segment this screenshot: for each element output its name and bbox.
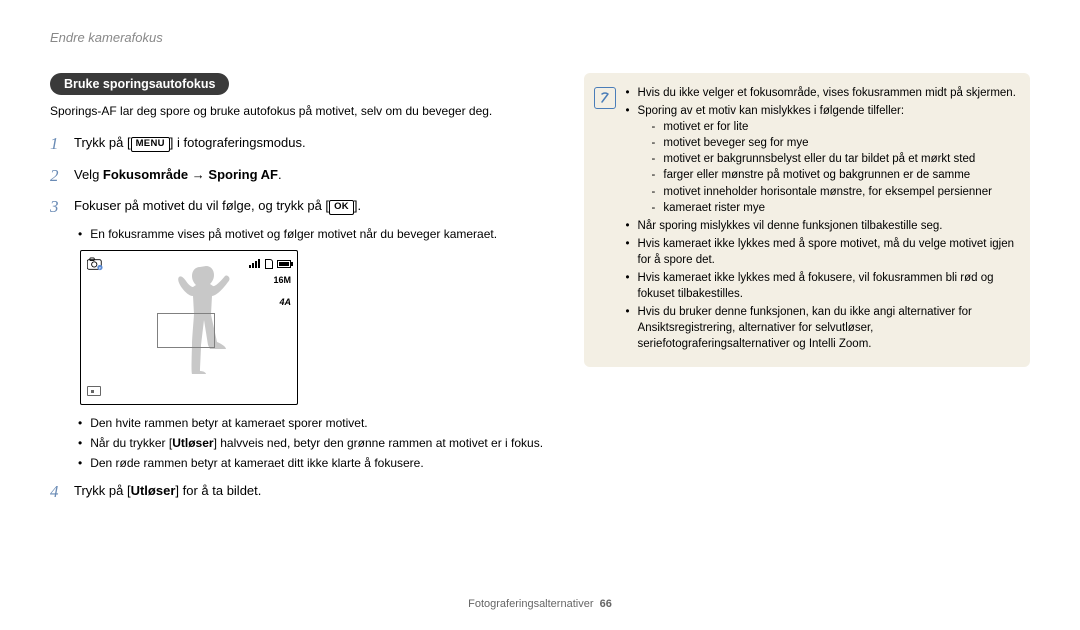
arrow: → [188,167,208,182]
step-text-bold: Sporing AF [208,167,278,182]
resolution-label: 16M [273,275,291,285]
tracking-frame [157,313,215,348]
info-item: Sporing av et motiv kan mislykkes i følg… [626,103,1017,216]
info-subitem: motivet inneholder horisontale mønstre, … [652,184,992,200]
info-item: Hvis kameraet ikke lykkes med å fokusere… [626,270,1017,302]
post-bullet-1: Den hvite rammen betyr at kameraet spore… [78,415,544,431]
step-text: ]. [354,198,361,213]
step-text-bold: Utløser [131,483,176,498]
section-title-pill: Bruke sporingsautofokus [50,73,229,95]
step-text: Fokuser på motivet du vil følge, og tryk… [74,198,329,213]
info-sublist: motivet er for litemotivet beveger seg f… [652,119,992,216]
step-number: 3 [50,194,74,220]
camera-mode-icon: P [87,257,105,271]
info-subitem: farger eller mønstre på motivet og bakgr… [652,167,992,183]
signal-bars-icon [249,257,261,271]
info-subitem: motivet er bakgrunnsbelyst eller du tar … [652,151,992,167]
page-header: Endre kamerafokus [50,30,1030,45]
info-list: Hvis du ikke velger et fokusområde, vise… [626,85,1017,355]
battery-icon [277,260,291,268]
info-item: Hvis du ikke velger et fokusområde, vise… [626,85,1017,101]
step-text-bold: Fokusområde [103,167,188,182]
step-2: 2 Velg Fokusområde → Sporing AF. [50,163,544,189]
step-1: 1 Trykk på [MENU] i fotograferingsmodus. [50,131,544,157]
info-item: Når sporing mislykkes vil denne funksjon… [626,218,1017,234]
step-text: Velg [74,167,103,182]
step-3-bullet: En fokusramme vises på motivet og følger… [78,226,544,242]
step-text: . [278,167,282,182]
info-subitem: motivet beveger seg for mye [652,135,992,151]
menu-button-label: MENU [131,137,170,151]
info-item: Hvis du bruker denne funksjonen, kan du … [626,304,1017,352]
preview-status-icons [249,257,291,271]
flash-label: 4A [273,297,291,307]
post-bullet-2: Når du trykker [Utløser] halvveis ned, b… [78,435,544,451]
step-text: Trykk på [ [74,483,131,498]
preview-corner-icon [87,386,101,396]
page-footer: Fotograferingsalternativer 66 [50,588,1030,610]
step-text: Trykk på [ [74,135,131,150]
step-4: 4 Trykk på [Utløser] for å ta bildet. [50,479,544,505]
step-number: 1 [50,131,74,157]
camera-preview-box: P 16M 4A [80,250,298,405]
info-subitem: kameraet rister mye [652,200,992,216]
info-subitem: motivet er for lite [652,119,992,135]
step-number: 4 [50,479,74,505]
step-text: ] for å ta bildet. [175,483,261,498]
step-number: 2 [50,163,74,189]
sd-card-icon [265,259,273,269]
section-intro: Sporings-AF lar deg spore og bruke autof… [50,103,544,119]
info-item: Hvis kameraet ikke lykkes med å spore mo… [626,236,1017,268]
info-callout: Hvis du ikke velger et fokusområde, vise… [584,73,1031,367]
step-text: ] i fotograferingsmodus. [170,135,306,150]
post-bullet-3: Den røde rammen betyr at kameraet ditt i… [78,455,544,471]
info-icon [594,87,616,109]
step-3: 3 Fokuser på motivet du vil følge, og tr… [50,194,544,220]
ok-button-label: OK [329,200,354,214]
